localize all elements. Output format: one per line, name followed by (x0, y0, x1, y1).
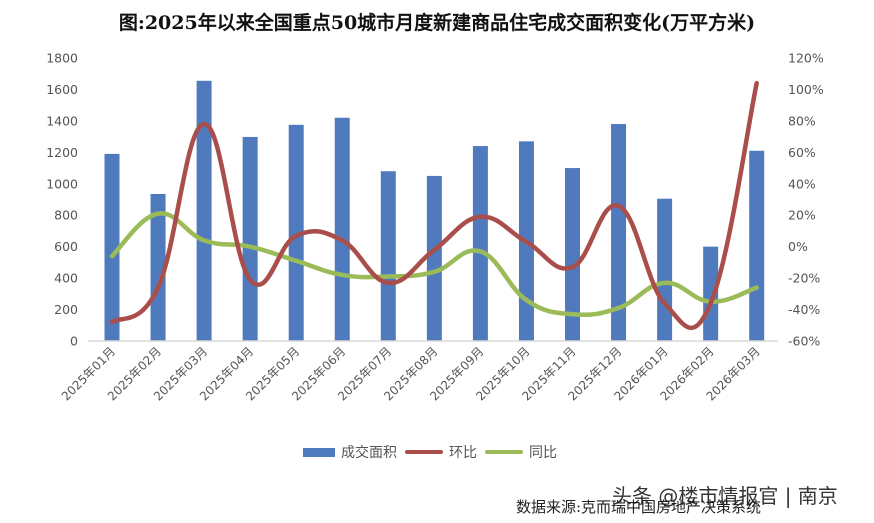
bar (104, 153, 120, 341)
legend-label-area: 成交面积 (341, 445, 397, 461)
x-axis-labels: 2025年01月2025年02月2025年03月2025年04月2025年05月… (59, 344, 763, 403)
bar (334, 117, 350, 341)
bar (196, 80, 212, 341)
yoy-line-swatch-icon (485, 450, 523, 454)
left-axis-tick: 400 (54, 271, 78, 286)
left-axis-tick: 1600 (46, 82, 78, 97)
bar (703, 246, 719, 341)
right-axis-tick: -40% (788, 302, 820, 317)
bar (150, 193, 166, 341)
watermark: 头条 @楼市情报官 | 南京 (612, 484, 838, 508)
right-axis-tick: 120% (788, 51, 824, 66)
mom-line (109, 80, 759, 330)
bar (380, 171, 396, 341)
right-axis-tick: -60% (788, 334, 820, 349)
chart-title: 图:2025年以来全国重点50城市月度新建商品住宅成交面积变化(万平方米) (118, 12, 756, 34)
source-note: 数据来源:克而瑞中国房地产决策系统 (516, 498, 762, 516)
bar (611, 124, 627, 342)
left-axis-tick: 1800 (46, 51, 78, 66)
left-axis-tick: 600 (54, 239, 78, 254)
bar-series-area (104, 80, 765, 342)
legend-item-yoy: 同比 (485, 442, 557, 462)
bar (565, 168, 580, 341)
bar (426, 175, 442, 341)
left-y-axis: 0 200 400 600 800 1000 1200 1400 1600 1800 (46, 51, 78, 349)
bar (472, 146, 488, 341)
legend-item-mom: 环比 (405, 442, 477, 462)
left-axis-tick: 0 (70, 334, 78, 349)
right-axis-tick: 80% (788, 113, 816, 128)
legend-item-area: 成交面积 (303, 442, 397, 462)
bar (657, 198, 673, 341)
right-axis-tick: 60% (788, 145, 816, 160)
left-axis-tick: 1000 (46, 176, 78, 191)
mom-line-swatch-icon (405, 450, 443, 454)
bar-swatch-icon (303, 447, 335, 457)
right-axis-tick: 100% (788, 82, 824, 97)
legend: 成交面积 环比 同比 (303, 442, 559, 462)
bar (242, 136, 258, 341)
left-axis-tick: 1200 (46, 145, 78, 160)
legend-label-yoy: 同比 (529, 445, 557, 461)
legend-label-mom: 环比 (449, 445, 477, 461)
left-axis-tick: 200 (54, 302, 78, 317)
bar (749, 150, 765, 341)
yoy-line (109, 211, 759, 318)
right-axis-tick: -20% (788, 271, 820, 286)
right-axis-tick: 0% (788, 239, 808, 254)
right-y-axis: -60% -40% -20% 0% 20% 40% 60% 80% 100% 120% (788, 51, 824, 349)
left-axis-tick: 800 (54, 208, 78, 223)
right-axis-tick: 40% (788, 176, 816, 191)
bar (288, 124, 304, 341)
left-axis-tick: 1400 (46, 113, 78, 128)
right-axis-tick: 20% (788, 208, 816, 223)
